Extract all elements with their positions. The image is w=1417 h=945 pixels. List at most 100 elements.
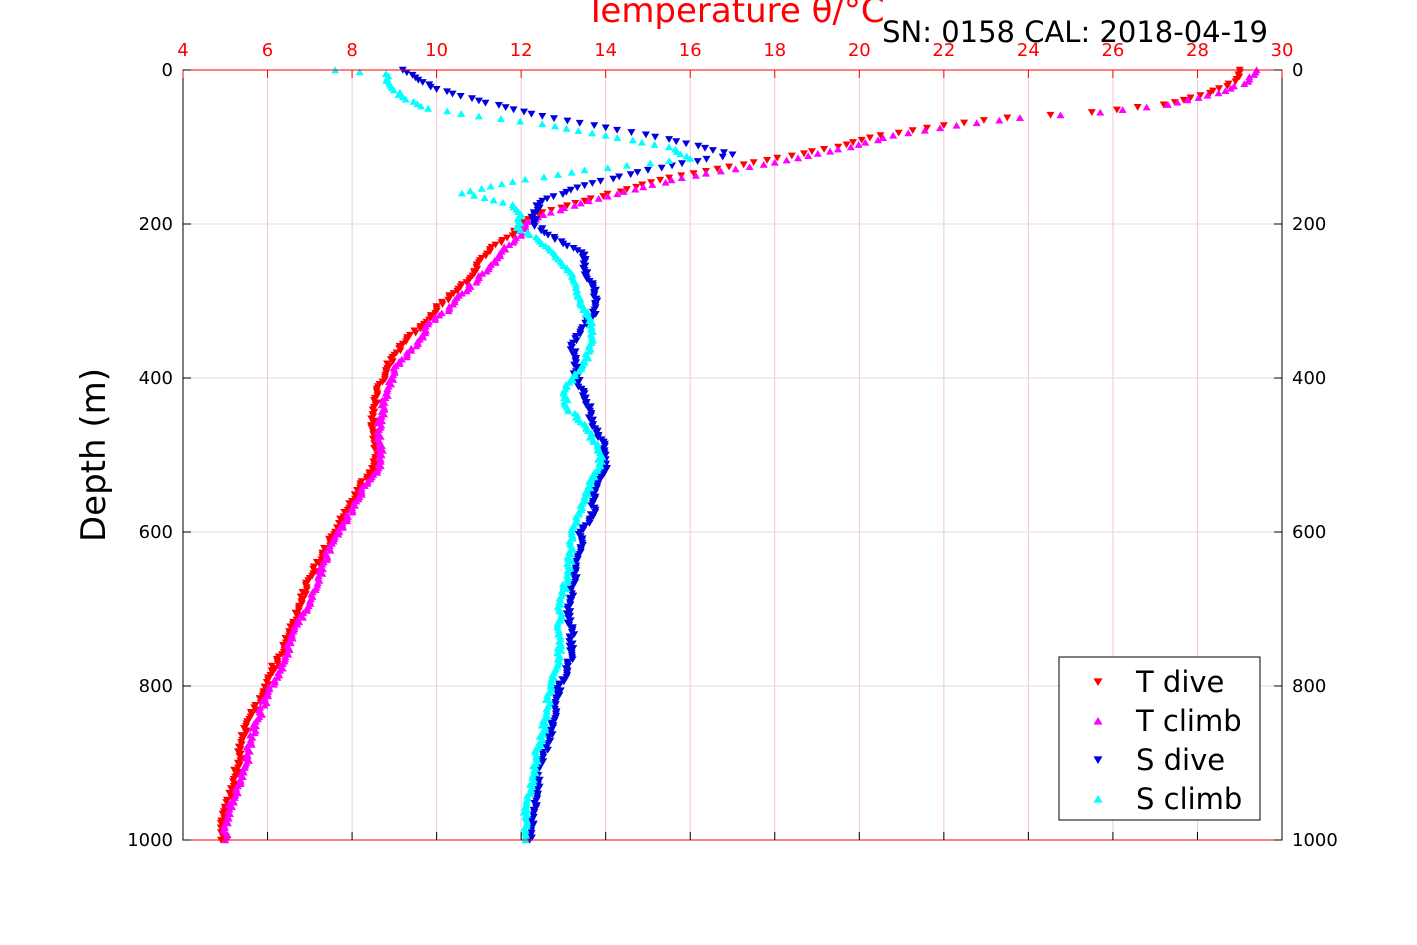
y-tick-label-right: 0 — [1292, 60, 1303, 81]
legend-label: S climb — [1136, 782, 1242, 816]
data-point — [562, 674, 571, 681]
data-point — [759, 161, 768, 168]
x-tick-label: 30 — [1271, 40, 1294, 61]
data-point — [553, 644, 562, 652]
data-point — [389, 86, 398, 94]
data-point — [1056, 111, 1065, 119]
data-point — [585, 520, 594, 527]
x-tick-label: 28 — [1186, 40, 1209, 61]
data-point — [303, 606, 312, 614]
data-point — [563, 202, 572, 210]
data-point — [508, 232, 517, 240]
data-point — [639, 183, 648, 191]
data-point — [682, 140, 691, 148]
data-point — [536, 200, 545, 207]
data-point — [544, 231, 553, 239]
data-point — [601, 124, 610, 132]
data-point — [908, 127, 917, 135]
data-point — [509, 238, 518, 246]
data-point — [562, 188, 571, 196]
data-point — [448, 90, 457, 98]
data-point — [1046, 111, 1055, 119]
series-s-climb — [331, 66, 695, 844]
data-point — [693, 158, 702, 165]
data-point — [508, 178, 517, 185]
data-point — [491, 241, 500, 249]
data-point — [667, 176, 676, 184]
data-point — [1186, 94, 1195, 102]
data-point — [665, 157, 674, 165]
data-point — [878, 134, 887, 141]
data-point — [1179, 96, 1188, 104]
data-point — [498, 198, 507, 206]
data-point — [567, 168, 576, 176]
data-point — [689, 170, 698, 177]
data-point — [527, 213, 536, 221]
data-point — [650, 141, 659, 148]
data-point — [466, 187, 475, 195]
data-point — [481, 99, 490, 107]
data-point — [628, 136, 637, 144]
data-point — [609, 175, 618, 183]
data-point — [570, 631, 579, 639]
y-axis-ticks: 0 0 200 200 400 400 600 600 800 800 1000 1000 — [127, 60, 1338, 851]
data-point — [716, 167, 725, 175]
data-point — [449, 300, 458, 308]
data-point — [491, 258, 500, 266]
data-point — [622, 161, 631, 169]
data-point — [820, 146, 829, 153]
data-point — [807, 148, 816, 155]
data-point — [570, 361, 579, 369]
legend: T dive T climb S dive S climb — [1058, 656, 1261, 821]
data-point — [770, 158, 779, 166]
y-tick-label-right: 200 — [1292, 214, 1326, 235]
data-point — [1173, 98, 1182, 106]
data-point — [647, 179, 656, 187]
data-point — [589, 513, 598, 521]
series-t-dive — [216, 66, 1245, 844]
data-point — [1203, 91, 1212, 99]
y-tick-label-left: 400 — [139, 368, 173, 389]
data-point — [373, 469, 382, 476]
x-axis-ticks: 4 6 8 10 12 14 16 18 20 22 24 26 28 30 — [177, 40, 1293, 840]
data-point — [563, 555, 572, 563]
data-point — [438, 301, 447, 308]
data-point — [538, 120, 547, 128]
data-point — [763, 157, 772, 164]
data-point — [622, 186, 631, 193]
data-point — [527, 110, 536, 118]
data-point — [1226, 84, 1235, 92]
y-axis-label: Depth (m) — [74, 368, 114, 542]
data-point — [590, 122, 599, 130]
data-point — [230, 766, 239, 774]
legend-marker — [1093, 716, 1103, 725]
data-point — [537, 721, 546, 729]
data-point — [889, 131, 898, 139]
legend-label: S dive — [1136, 743, 1225, 777]
data-point — [457, 110, 466, 117]
data-point — [702, 155, 711, 163]
data-point — [456, 92, 465, 100]
data-point — [538, 113, 547, 120]
data-point — [355, 68, 364, 76]
data-point — [936, 124, 945, 132]
data-point — [486, 182, 495, 190]
data-point — [549, 724, 558, 732]
data-point — [416, 325, 425, 333]
data-point — [273, 660, 282, 668]
x-tick-label: 22 — [932, 40, 955, 61]
legend-items: T dive T climb S dive S climb — [1093, 665, 1242, 816]
data-point — [416, 102, 425, 110]
data-point — [701, 144, 710, 152]
chart-title: Temperature θ/°C — [584, 0, 884, 31]
data-point — [594, 434, 603, 441]
data-point — [388, 358, 397, 366]
data-point — [562, 124, 571, 132]
data-point — [713, 165, 722, 173]
data-point — [588, 129, 597, 137]
data-point — [550, 717, 559, 725]
data-point — [419, 320, 428, 328]
data-point — [1196, 92, 1205, 100]
y-tick-label-left: 1000 — [127, 830, 173, 851]
x-tick-label: 20 — [848, 40, 871, 61]
